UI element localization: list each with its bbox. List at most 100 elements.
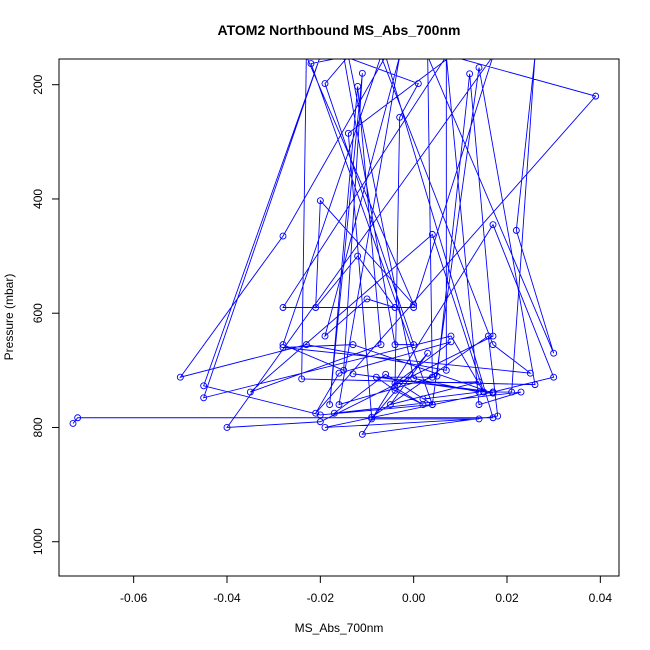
series-layer	[72, 59, 597, 435]
data-point	[489, 414, 497, 422]
data-point	[428, 230, 436, 238]
data-point	[354, 252, 362, 260]
data-point	[550, 349, 558, 357]
data-point	[316, 411, 324, 419]
data-point	[312, 409, 320, 417]
data-point	[330, 409, 338, 417]
data-point	[410, 301, 418, 309]
data-point	[279, 304, 287, 311]
data-point	[377, 341, 385, 349]
data-point	[316, 418, 324, 426]
data-point	[279, 344, 287, 351]
x-axis-label: MS_Abs_700nm	[295, 621, 384, 635]
y-tick-label: 400	[31, 189, 45, 209]
data-point	[531, 381, 539, 389]
data-point	[69, 420, 77, 427]
data-point	[176, 373, 184, 381]
data-point	[279, 232, 287, 240]
data-point	[475, 64, 483, 72]
data-point	[335, 369, 343, 377]
y-tick-label: 600	[31, 303, 45, 323]
data-point	[312, 304, 320, 311]
y-axis: 200 400 600 800 1000	[31, 74, 60, 555]
data-point	[489, 341, 497, 349]
data-point	[489, 332, 497, 340]
x-tick-label: 0.00	[402, 591, 426, 605]
data-point	[475, 378, 483, 386]
data-point	[512, 226, 520, 234]
data-point	[592, 92, 600, 100]
data-point	[424, 349, 432, 357]
x-tick-label: -0.02	[307, 591, 335, 605]
data-point	[410, 341, 418, 349]
data-point	[419, 395, 427, 403]
data-point	[428, 401, 436, 409]
data-point	[368, 413, 376, 421]
data-point	[475, 388, 483, 396]
x-tick-label: 0.04	[589, 591, 613, 605]
data-point	[414, 80, 422, 88]
data-point	[358, 69, 366, 77]
series-line	[72, 59, 597, 435]
y-tick-label: 1000	[31, 528, 45, 555]
data-point	[391, 380, 399, 387]
data-point	[494, 412, 502, 420]
data-point	[517, 388, 525, 396]
data-point	[326, 401, 334, 409]
data-point	[475, 401, 483, 409]
data-point	[475, 415, 483, 423]
y-axis-label: Pressure (mbar)	[2, 274, 16, 361]
data-point	[316, 197, 324, 205]
data-point	[321, 424, 329, 431]
data-point	[386, 401, 394, 409]
data-point	[391, 304, 399, 311]
data-point	[200, 394, 208, 402]
data-point	[372, 373, 380, 381]
data-point	[354, 82, 362, 90]
data-point	[246, 388, 254, 396]
data-point	[279, 341, 287, 349]
data-point	[508, 388, 516, 396]
data-point	[302, 341, 310, 349]
data-point	[391, 341, 399, 349]
data-point	[223, 424, 231, 431]
data-point	[410, 374, 418, 382]
data-point	[363, 295, 371, 303]
data-point	[428, 373, 436, 381]
data-point	[396, 113, 404, 121]
data-point	[489, 388, 497, 396]
y-tick-label: 200	[31, 74, 45, 94]
x-tick-label: 0.02	[495, 591, 519, 605]
x-axis: -0.06 -0.04 -0.02 0.00 0.02 0.04	[120, 575, 613, 605]
data-point	[307, 60, 315, 68]
data-point	[74, 414, 82, 422]
data-point	[298, 375, 306, 383]
data-point	[489, 221, 497, 229]
data-point	[358, 430, 366, 438]
data-point	[391, 386, 399, 394]
data-point	[335, 401, 343, 409]
data-point	[368, 415, 376, 423]
data-point	[484, 332, 492, 340]
data-point	[480, 388, 488, 396]
x-tick-label: -0.04	[213, 591, 241, 605]
data-point	[433, 372, 441, 380]
data-point	[526, 369, 534, 377]
data-point	[550, 373, 558, 381]
data-point	[200, 382, 208, 390]
x-tick-label: -0.06	[120, 591, 148, 605]
data-point	[344, 129, 352, 137]
data-point	[321, 332, 329, 340]
data-point	[442, 366, 450, 374]
data-point	[466, 70, 474, 78]
chart-title: ATOM2 Northbound MS_Abs_700nm	[218, 22, 461, 38]
data-point	[382, 370, 390, 378]
data-point	[391, 384, 399, 391]
data-point	[321, 80, 329, 88]
y-tick-label: 800	[31, 417, 45, 437]
data-point	[410, 304, 418, 311]
data-point	[447, 338, 455, 346]
